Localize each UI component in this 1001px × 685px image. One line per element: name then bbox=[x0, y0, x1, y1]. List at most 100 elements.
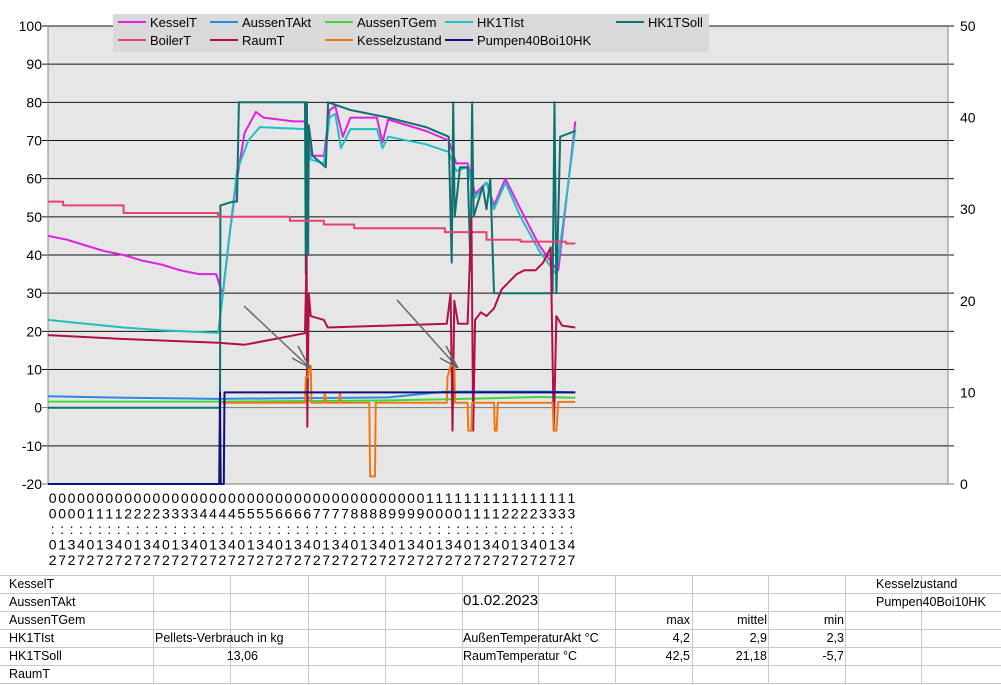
left-tick-label: 60 bbox=[26, 171, 42, 187]
series-boilert bbox=[48, 200, 576, 245]
legend-label: KesselT bbox=[150, 15, 197, 30]
header-max: max bbox=[666, 613, 690, 627]
right-tick-label: 10 bbox=[960, 384, 976, 400]
left-tick-label: 100 bbox=[19, 18, 43, 34]
row-label: HK1TSoll bbox=[9, 649, 62, 663]
right-label: Pumpen40Boi10HK bbox=[876, 595, 986, 609]
row-label: AussenTAkt bbox=[9, 595, 76, 609]
left-tick-label: 20 bbox=[26, 323, 42, 339]
right-tick-label: 20 bbox=[960, 293, 976, 309]
legend bbox=[113, 14, 709, 52]
legend-label: AussenTAkt bbox=[242, 15, 312, 30]
stat-min: -5,7 bbox=[822, 649, 844, 663]
right-tick-label: 30 bbox=[960, 201, 976, 217]
pellets-value: 13,06 bbox=[226, 649, 258, 663]
series-kesselzustand bbox=[221, 364, 576, 478]
left-tick-label: 50 bbox=[26, 209, 42, 225]
stat-mittel: 21,18 bbox=[735, 649, 767, 663]
legend-label: HK1TSoll bbox=[648, 15, 703, 30]
series-hk1tsoll bbox=[48, 101, 576, 409]
series-hk1tist bbox=[47, 112, 577, 334]
right-tick-label: 0 bbox=[960, 476, 968, 492]
left-tick-label: 80 bbox=[26, 94, 42, 110]
right-tick-label: 50 bbox=[960, 18, 976, 34]
series-pumpen40boi10hk bbox=[48, 391, 576, 485]
annotation-arrowhead bbox=[439, 357, 459, 369]
stat-label: AußenTemperaturAkt °C bbox=[463, 631, 599, 645]
left-tick-label: 40 bbox=[26, 247, 42, 263]
legend-label: HK1TIst bbox=[477, 15, 524, 30]
legend-label: Kesselzustand bbox=[357, 33, 442, 48]
legend-label: Pumpen40Boi10HK bbox=[477, 33, 592, 48]
header-mittel: mittel bbox=[737, 613, 767, 627]
left-tick-label: 70 bbox=[26, 133, 42, 149]
annotation-arrow bbox=[396, 299, 459, 369]
series-aussentgem bbox=[48, 396, 576, 403]
annotation-arrowhead bbox=[297, 345, 311, 369]
report-date: 01.02.2023 bbox=[463, 592, 539, 609]
series-raumt bbox=[47, 215, 576, 432]
annotation-arrowhead bbox=[445, 345, 459, 369]
left-tick-label: -20 bbox=[22, 476, 42, 492]
left-tick-label: 90 bbox=[26, 56, 42, 72]
row-label: KesselT bbox=[9, 577, 55, 591]
left-tick-label: 30 bbox=[26, 285, 42, 301]
right-label: Kesselzustand bbox=[876, 577, 958, 591]
legend-label: RaumT bbox=[242, 33, 285, 48]
temperature-chart: 1009080706050403020100-10-20504030201000… bbox=[19, 14, 976, 568]
row-label: HK1TIst bbox=[9, 631, 55, 645]
left-tick-label: 0 bbox=[34, 400, 42, 416]
pellets-label: Pellets-Verbrauch in kg bbox=[155, 631, 284, 645]
stat-max: 42,5 bbox=[665, 649, 690, 663]
annotation-arrowhead bbox=[291, 357, 311, 369]
